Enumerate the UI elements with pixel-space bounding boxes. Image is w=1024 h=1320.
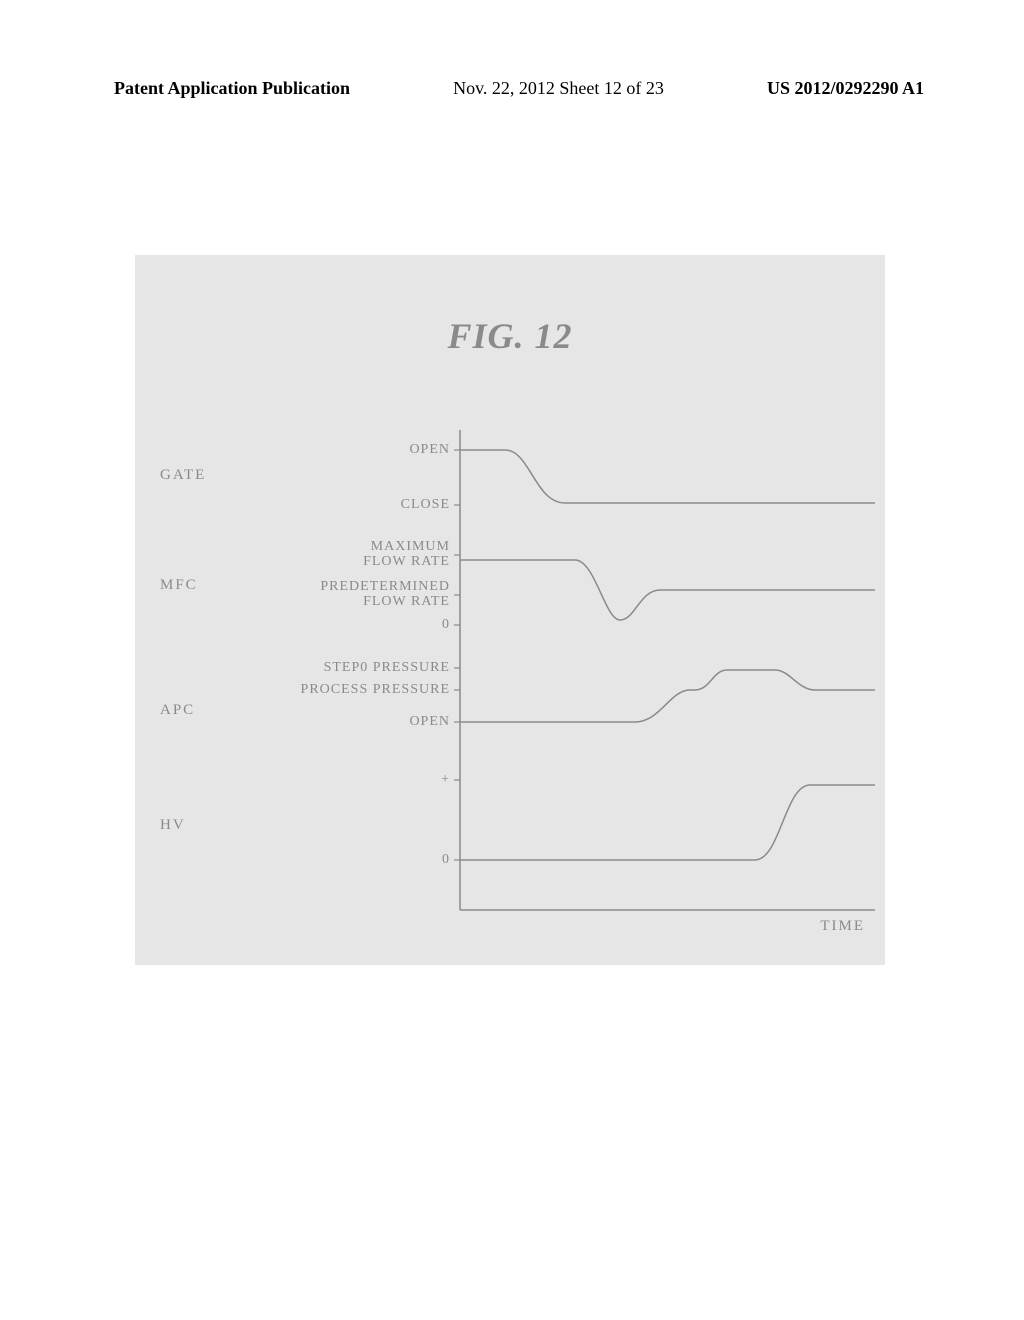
header-left: Patent Application Publication [114, 78, 350, 99]
tick-label: 0 [442, 852, 450, 868]
row-label-apc: APC [160, 702, 195, 719]
figure-box: FIG. 12 TIME GATE OPEN CLOSE MFC MAXIMUMFLOW… [135, 255, 885, 965]
tick-label: MAXIMUMFLOW RATE [363, 539, 450, 570]
tick-label: PROCESS PRESSURE [301, 682, 450, 698]
tick-label: OPEN [409, 714, 450, 730]
chart-area: TIME GATE OPEN CLOSE MFC MAXIMUMFLOW RATE PRE… [135, 410, 885, 965]
chart-svg [135, 410, 885, 965]
tick-label: PREDETERMINEDFLOW RATE [320, 579, 450, 610]
x-axis-label: TIME [820, 918, 865, 935]
header-center: Nov. 22, 2012 Sheet 12 of 23 [453, 78, 664, 99]
curve-mfc [460, 560, 875, 620]
curve-apc [460, 670, 875, 722]
header-right: US 2012/0292290 A1 [767, 78, 924, 99]
curve-hv [460, 785, 875, 860]
curve-gate [460, 450, 875, 503]
tick-label: OPEN [409, 442, 450, 458]
tick-label: + [441, 772, 450, 788]
tick-label: CLOSE [401, 497, 450, 513]
tick-label: 0 [442, 617, 450, 633]
row-label-mfc: MFC [160, 577, 198, 594]
page-header: Patent Application Publication Nov. 22, … [114, 78, 924, 99]
row-label-hv: HV [160, 817, 186, 834]
row-label-gate: GATE [160, 467, 206, 484]
figure-title: FIG. 12 [135, 315, 885, 357]
tick-label: STEP0 PRESSURE [324, 660, 450, 676]
